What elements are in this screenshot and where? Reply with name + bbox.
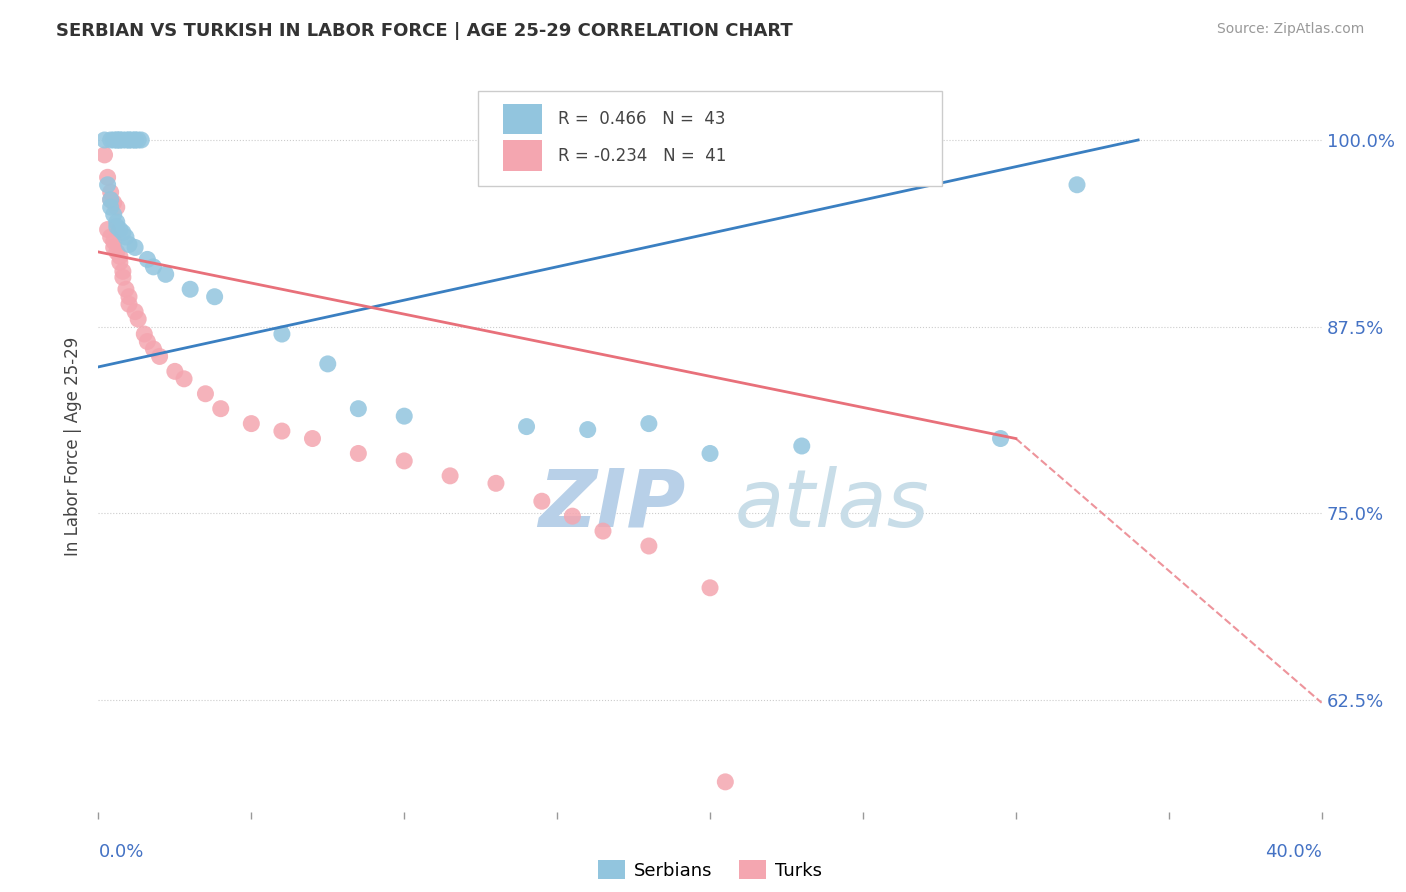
Point bbox=[105, 215, 128, 229]
Point bbox=[699, 581, 721, 595]
Point bbox=[204, 290, 226, 304]
Point bbox=[485, 476, 508, 491]
Point bbox=[100, 200, 122, 214]
Point bbox=[134, 326, 156, 341]
Point bbox=[105, 219, 128, 234]
Point bbox=[105, 133, 128, 147]
Point bbox=[108, 133, 131, 147]
FancyBboxPatch shape bbox=[478, 91, 942, 186]
Point bbox=[347, 446, 370, 460]
Point bbox=[124, 304, 146, 318]
Point bbox=[270, 424, 292, 438]
Text: 40.0%: 40.0% bbox=[1265, 843, 1322, 861]
Point bbox=[142, 260, 165, 274]
Point bbox=[108, 222, 131, 236]
Y-axis label: In Labor Force | Age 25-29: In Labor Force | Age 25-29 bbox=[65, 336, 83, 556]
Point bbox=[111, 270, 134, 285]
Point bbox=[103, 240, 125, 254]
Point bbox=[105, 244, 128, 259]
FancyBboxPatch shape bbox=[503, 140, 543, 171]
Point bbox=[103, 195, 125, 210]
Point bbox=[637, 417, 661, 431]
Point bbox=[111, 226, 134, 240]
Point bbox=[576, 423, 599, 437]
Point bbox=[121, 133, 143, 147]
Point bbox=[392, 454, 416, 468]
Point bbox=[142, 342, 165, 356]
Point bbox=[179, 282, 201, 296]
Point bbox=[155, 268, 177, 282]
Point bbox=[209, 401, 232, 416]
Point bbox=[108, 133, 131, 147]
Point bbox=[149, 350, 172, 364]
Point bbox=[105, 200, 128, 214]
Point bbox=[93, 133, 115, 147]
Point bbox=[118, 133, 141, 147]
Point bbox=[136, 334, 159, 349]
Point bbox=[118, 290, 141, 304]
Point bbox=[103, 235, 125, 249]
Point bbox=[129, 133, 152, 147]
Point bbox=[270, 326, 292, 341]
Point bbox=[637, 539, 661, 553]
Point bbox=[194, 386, 217, 401]
Point bbox=[118, 237, 141, 252]
Point bbox=[118, 297, 141, 311]
Point bbox=[561, 509, 583, 524]
Point bbox=[111, 264, 134, 278]
Point bbox=[1066, 178, 1088, 192]
Text: R = -0.234   N =  41: R = -0.234 N = 41 bbox=[558, 146, 727, 165]
Point bbox=[100, 193, 122, 207]
Point bbox=[97, 222, 120, 236]
Point bbox=[301, 432, 323, 446]
Text: SERBIAN VS TURKISH IN LABOR FORCE | AGE 25-29 CORRELATION CHART: SERBIAN VS TURKISH IN LABOR FORCE | AGE … bbox=[56, 22, 793, 40]
Point bbox=[392, 409, 416, 424]
Text: ZIP: ZIP bbox=[538, 466, 686, 543]
Point bbox=[115, 230, 138, 244]
Point bbox=[316, 357, 339, 371]
Text: atlas: atlas bbox=[734, 466, 929, 543]
Point bbox=[124, 133, 146, 147]
Legend: Serbians, Turks: Serbians, Turks bbox=[591, 853, 830, 887]
Point bbox=[105, 133, 128, 147]
Point bbox=[124, 133, 146, 147]
Text: R =  0.466   N =  43: R = 0.466 N = 43 bbox=[558, 110, 725, 128]
Point bbox=[439, 468, 461, 483]
Point bbox=[699, 446, 721, 460]
Point bbox=[990, 432, 1012, 446]
Point bbox=[124, 240, 146, 254]
Point bbox=[97, 178, 120, 192]
Point bbox=[100, 230, 122, 244]
Point bbox=[100, 193, 122, 207]
Point bbox=[100, 133, 122, 147]
Point bbox=[115, 282, 138, 296]
Point bbox=[93, 148, 115, 162]
Point bbox=[100, 186, 122, 200]
FancyBboxPatch shape bbox=[503, 103, 543, 135]
Point bbox=[240, 417, 263, 431]
Point bbox=[173, 372, 195, 386]
Point bbox=[127, 312, 149, 326]
Point bbox=[97, 170, 120, 185]
Point bbox=[592, 524, 614, 538]
Point bbox=[714, 775, 737, 789]
Point bbox=[530, 494, 553, 508]
Point bbox=[790, 439, 813, 453]
Point bbox=[516, 419, 538, 434]
Point bbox=[111, 133, 134, 147]
Point bbox=[103, 133, 125, 147]
Point bbox=[347, 401, 370, 416]
Point bbox=[118, 133, 141, 147]
Point bbox=[108, 249, 131, 263]
Point bbox=[108, 255, 131, 269]
Text: 0.0%: 0.0% bbox=[98, 843, 143, 861]
Point bbox=[127, 133, 149, 147]
Point bbox=[136, 252, 159, 267]
Point bbox=[103, 208, 125, 222]
Text: Source: ZipAtlas.com: Source: ZipAtlas.com bbox=[1216, 22, 1364, 37]
Point bbox=[115, 133, 138, 147]
Point bbox=[163, 364, 186, 378]
